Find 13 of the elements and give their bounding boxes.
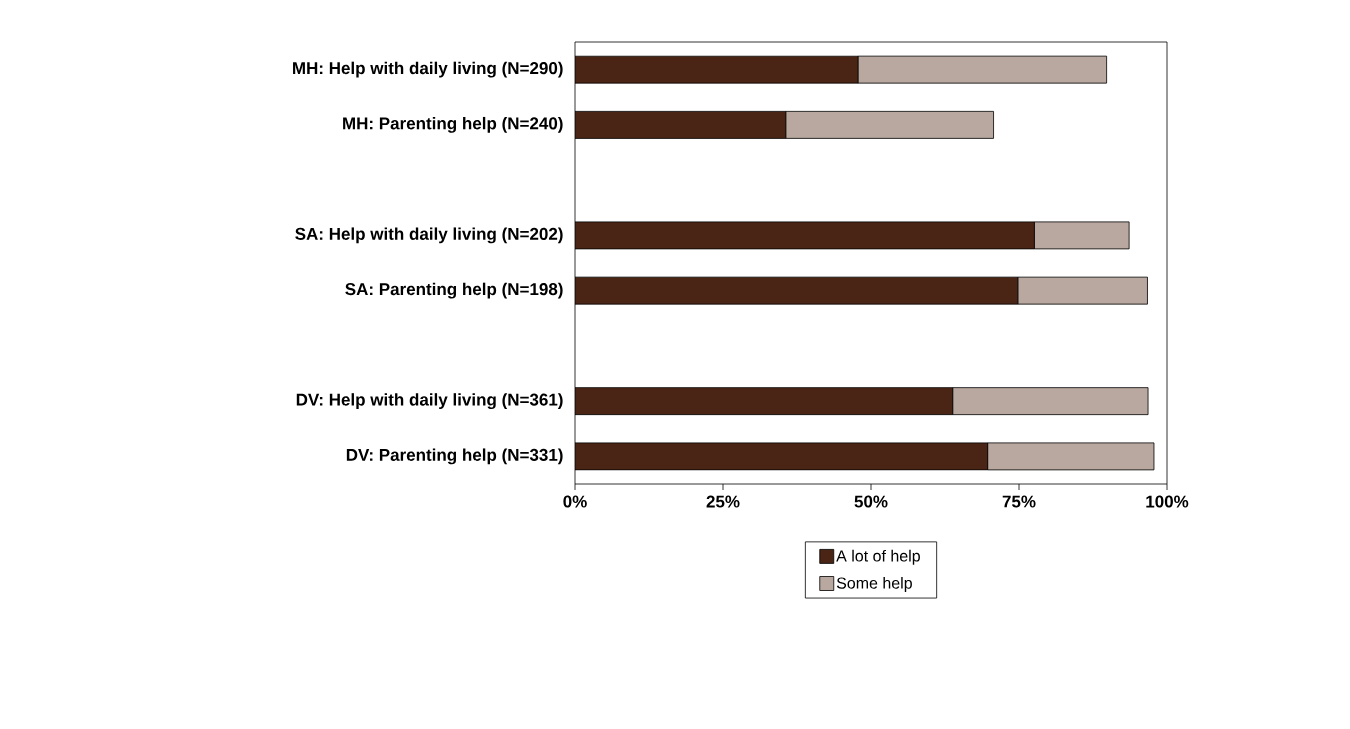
y-tick-label: MH: Parenting help (N=240)	[343, 116, 563, 133]
x-tick-label: 0%	[563, 495, 587, 508]
y-tick-label: DV: Help with daily living (N=361)	[296, 393, 563, 410]
legend-label: A lot of help	[836, 549, 920, 565]
x-tick-label: 50%	[854, 495, 888, 508]
x-tick-label: 100%	[1146, 495, 1189, 508]
y-tick-label: DV: Parenting help (N=331)	[346, 448, 563, 465]
x-tick-label: 25%	[706, 495, 740, 508]
y-tick-label: MH: Help with daily living (N=290)	[293, 61, 563, 78]
y-tick-label: SA: Parenting help (N=198)	[345, 282, 563, 299]
legend-label: Some help	[836, 576, 912, 592]
x-tick-label: 75%	[1002, 495, 1036, 508]
y-tick-label: SA: Help with daily living (N=202)	[295, 227, 563, 244]
